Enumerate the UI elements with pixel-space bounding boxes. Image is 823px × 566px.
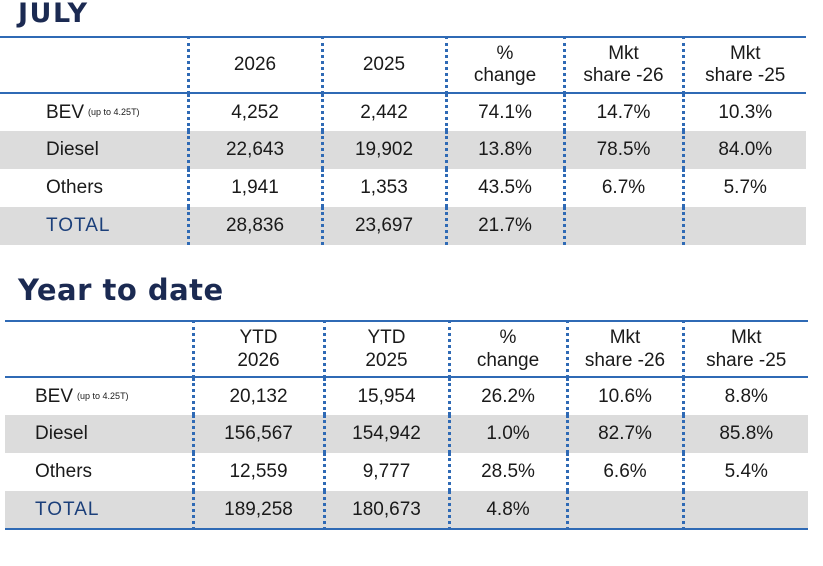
- cell: 8.8%: [681, 377, 808, 415]
- row-label: Diesel: [5, 415, 193, 453]
- july-header-col-4: Mkt share -26: [562, 36, 683, 94]
- cell: 78.5%: [562, 131, 683, 169]
- cell: 9,777: [322, 453, 449, 491]
- cell: 10.6%: [565, 377, 683, 415]
- cell: 1.0%: [447, 415, 567, 453]
- ytd-row-others: Others 12,559 9,777 28.5% 6.6% 5.4%: [5, 453, 808, 491]
- cell: 14.7%: [562, 93, 683, 131]
- cell: 12,559: [191, 453, 324, 491]
- ytd-header-row: YTD 2026 YTD 2025 % change Mkt share -26 Mkt…: [5, 320, 808, 378]
- row-label: Diesel: [0, 131, 188, 169]
- row-label: TOTAL: [0, 207, 188, 245]
- ytd-header-col-4: Mkt share -26: [565, 320, 683, 378]
- cell: 6.6%: [565, 453, 683, 491]
- ytd-header-blank: [5, 320, 193, 378]
- cell: 22,643: [186, 131, 322, 169]
- cell: 21.7%: [444, 207, 564, 245]
- ytd-row-bev: BEV (up to 4.25T) 20,132 15,954 26.2% 10.…: [5, 377, 808, 415]
- cell: 13.8%: [444, 131, 564, 169]
- ytd-row-diesel: Diesel 156,567 154,942 1.0% 82.7% 85.8%: [5, 415, 808, 453]
- cell: 43.5%: [444, 169, 564, 207]
- cell: 180,673: [322, 491, 449, 530]
- july-header-col-5: Mkt share -25: [681, 36, 806, 94]
- row-label: TOTAL: [5, 491, 193, 530]
- cell: 156,567: [191, 415, 324, 453]
- july-row-total: TOTAL 28,836 23,697 21.7%: [0, 207, 806, 245]
- july-header-col-2: 2025: [320, 36, 446, 94]
- cell: 74.1%: [444, 93, 564, 131]
- july-row-others: Others 1,941 1,353 43.5% 6.7% 5.7%: [0, 169, 806, 207]
- july-table: 2026 2025 % change Mkt share -26 Mkt share …: [0, 36, 806, 245]
- cell: 85.8%: [681, 415, 808, 453]
- ytd-header-col-5: Mkt share -25: [681, 320, 808, 378]
- cell: 1,353: [320, 169, 446, 207]
- cell: [562, 207, 683, 245]
- row-label: BEV (up to 4.25T): [46, 101, 140, 123]
- cell: 84.0%: [681, 131, 806, 169]
- cell: 28,836: [186, 207, 322, 245]
- july-title: JULY: [18, 0, 89, 29]
- cell: 6.7%: [562, 169, 683, 207]
- cell: 20,132: [191, 377, 324, 415]
- july-header-blank: [0, 36, 188, 94]
- ytd-header-col-3: % change: [447, 320, 567, 378]
- cell: 15,954: [322, 377, 449, 415]
- cell: 82.7%: [565, 415, 683, 453]
- ytd-header-col-1: YTD 2026: [191, 320, 324, 378]
- ytd-title: Year to date: [18, 273, 224, 307]
- july-row-bev: BEV (up to 4.25T) 4,252 2,442 74.1% 14.7%…: [0, 93, 806, 131]
- cell: 154,942: [322, 415, 449, 453]
- cell: 2,442: [320, 93, 446, 131]
- cell: 4,252: [186, 93, 322, 131]
- row-label: BEV (up to 4.25T): [35, 385, 129, 407]
- cell: 10.3%: [681, 93, 806, 131]
- july-header-col-3: % change: [444, 36, 564, 94]
- row-label: Others: [46, 177, 104, 198]
- ytd-table: YTD 2026 YTD 2025 % change Mkt share -26 Mkt…: [5, 320, 808, 530]
- cell: [565, 491, 683, 530]
- cell: 1,941: [186, 169, 322, 207]
- cell: 23,697: [320, 207, 446, 245]
- ytd-header-col-2: YTD 2025: [322, 320, 449, 378]
- july-row-diesel: Diesel 22,643 19,902 13.8% 78.5% 84.0%: [0, 131, 806, 169]
- july-header-col-1: 2026: [186, 36, 322, 94]
- row-label: Others: [35, 461, 93, 482]
- cell: 19,902: [320, 131, 446, 169]
- cell: [681, 207, 806, 245]
- cell: 26.2%: [447, 377, 567, 415]
- cell: [681, 491, 808, 530]
- cell: 4.8%: [447, 491, 567, 530]
- cell: 28.5%: [447, 453, 567, 491]
- july-header-row: 2026 2025 % change Mkt share -26 Mkt share …: [0, 36, 806, 94]
- cell: 189,258: [191, 491, 324, 530]
- ytd-row-total: TOTAL 189,258 180,673 4.8%: [5, 491, 808, 530]
- cell: 5.4%: [681, 453, 808, 491]
- cell: 5.7%: [681, 169, 806, 207]
